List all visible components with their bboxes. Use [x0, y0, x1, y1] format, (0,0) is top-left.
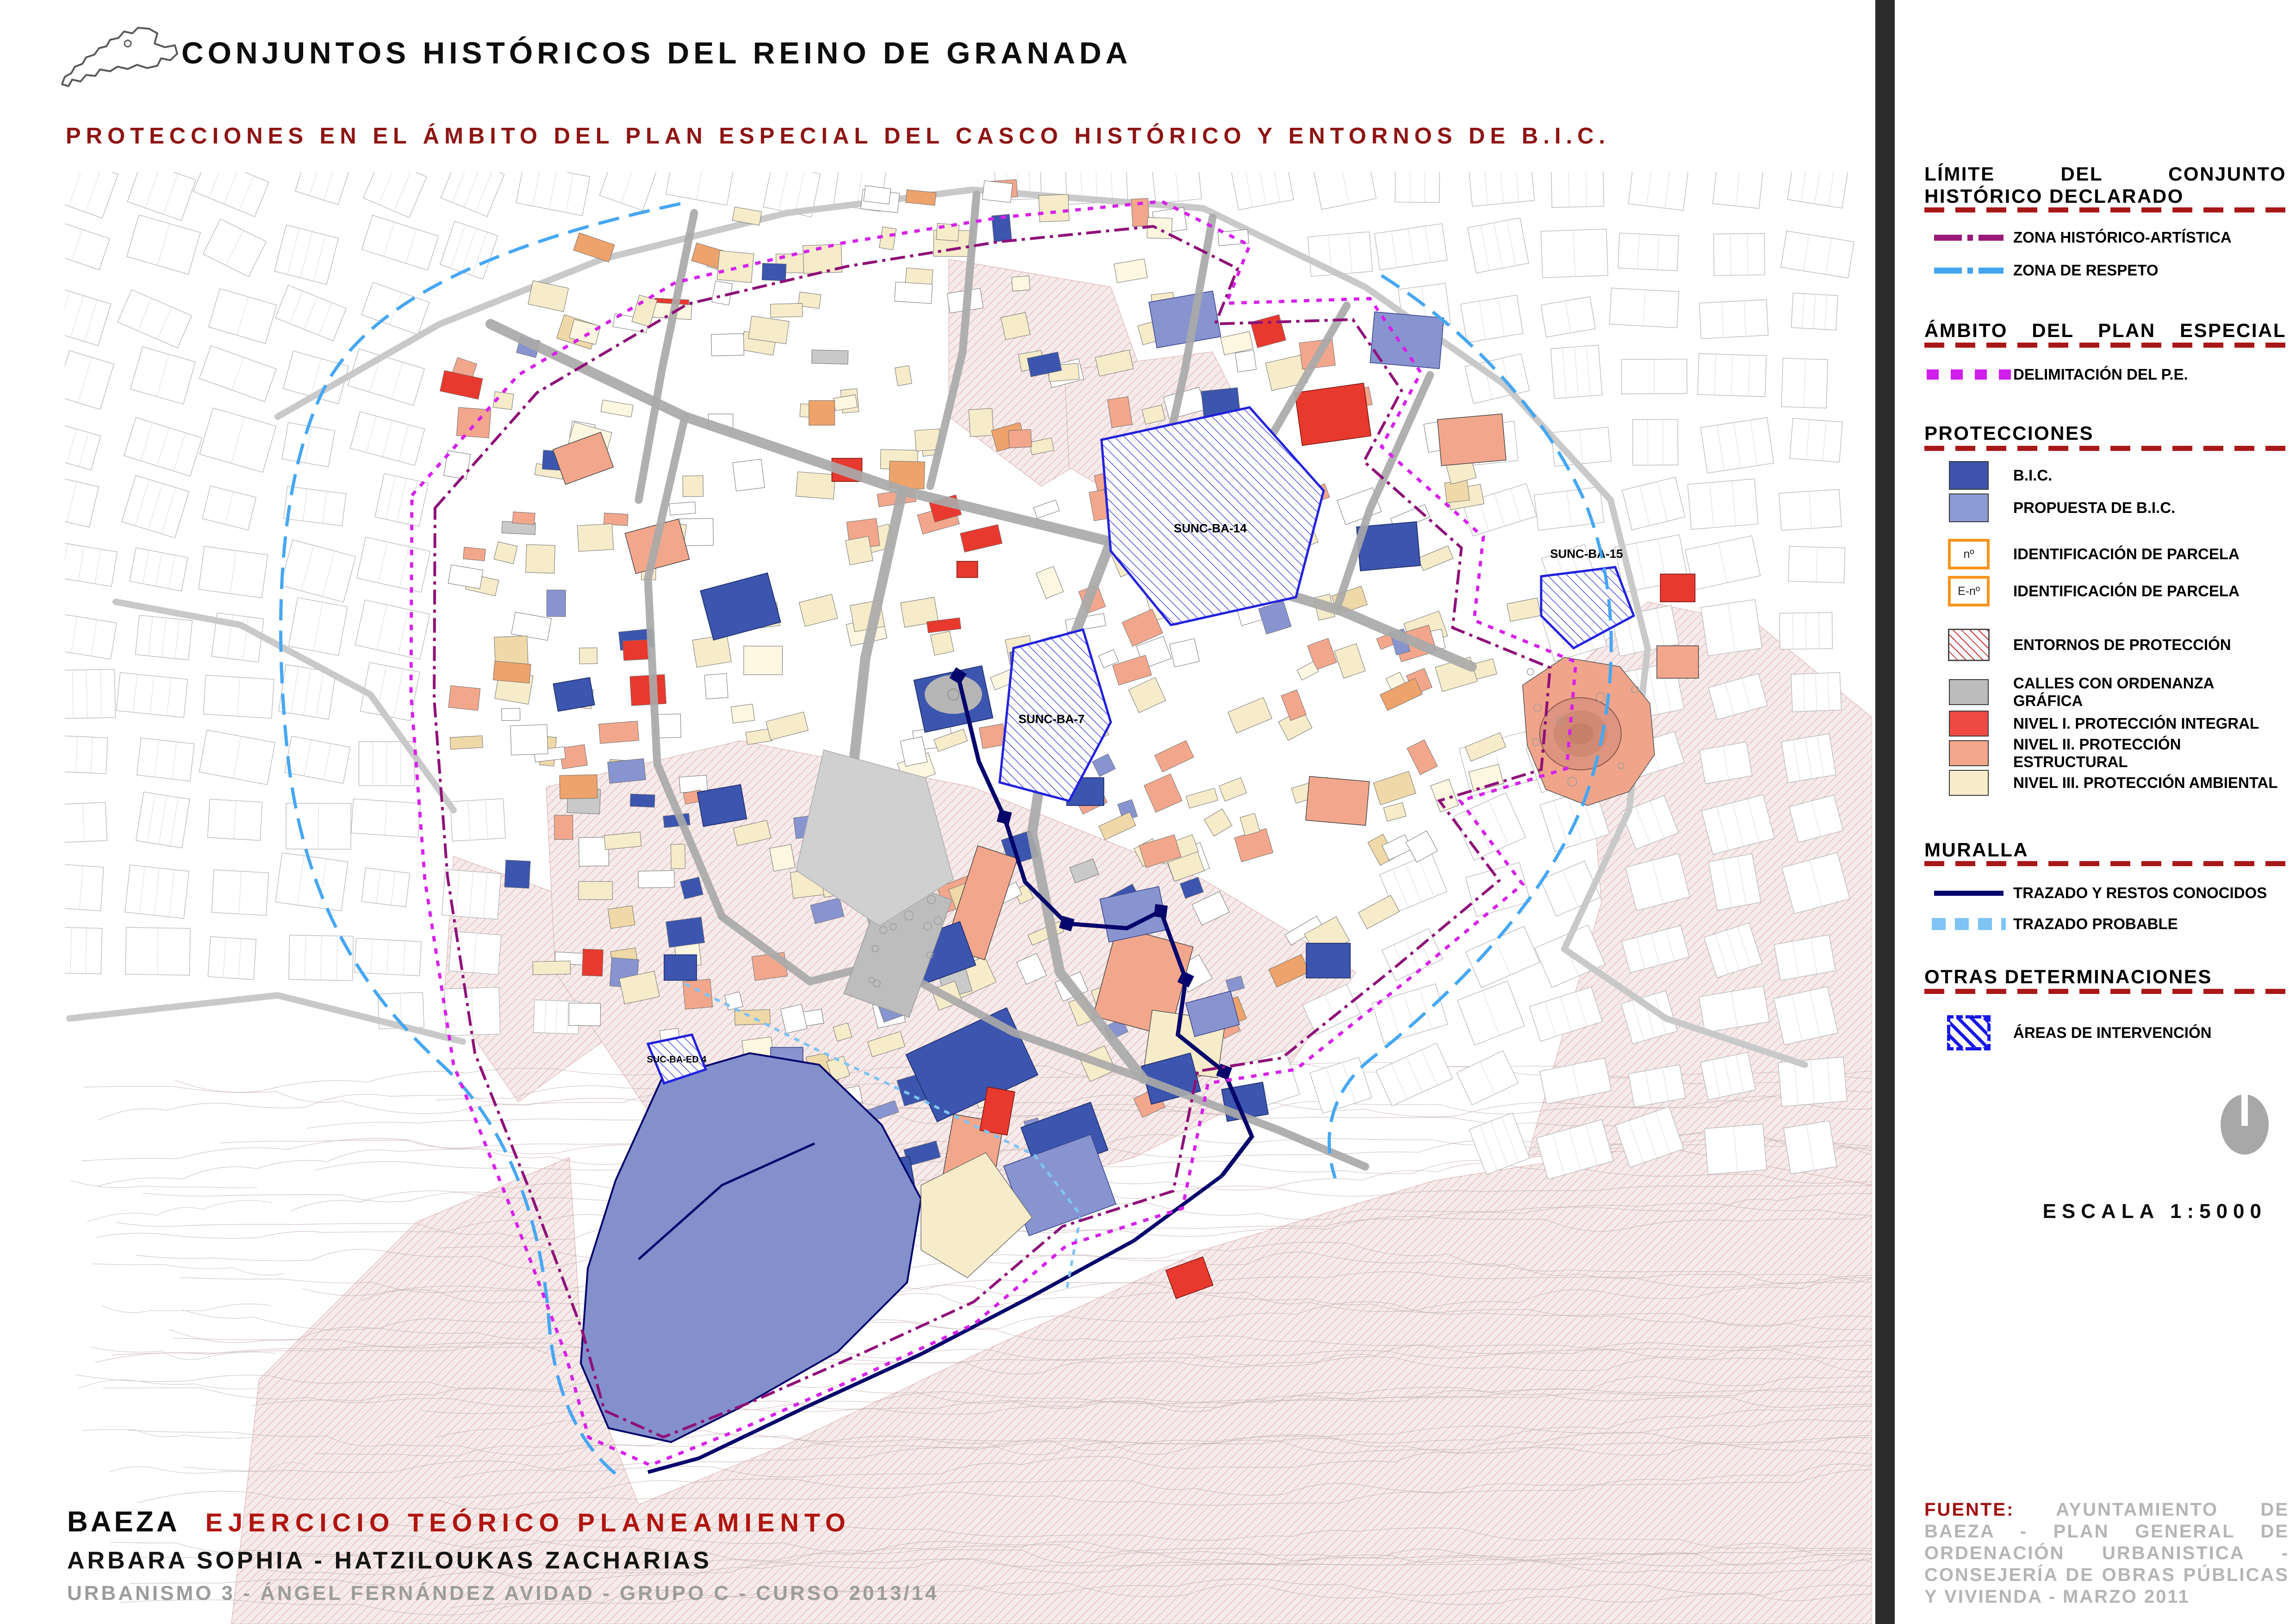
legend-item-delimitacion-pe: DELIMITACIÓN DEL P.E.	[1924, 358, 2286, 391]
page-title: CONJUNTOS HISTÓRICOS DEL REINO DE GRANAD…	[181, 36, 1132, 70]
legend-item-nivel2: NIVEL II. PROTECCIÓN ESTRUCTURAL	[1924, 736, 2286, 770]
north-arrow-icon	[2221, 1093, 2269, 1155]
credit-project: EJERCICIO TEÓRICO PLANEAMIENTO	[205, 1508, 851, 1537]
legend-item-bic: B.I.C.	[1924, 459, 2286, 492]
nivel3-swatch	[1949, 770, 1989, 796]
red-hatch-swatch	[1948, 629, 1990, 661]
map-area-label: SUNC-BA-14	[1174, 521, 1247, 535]
navy-line-swatch	[1934, 890, 2004, 896]
nivel1-swatch	[1949, 711, 1989, 737]
map-area-label: SUNC-BA-7	[1019, 712, 1085, 726]
legend-section-title-ambito: ÁMBITO DEL PLAN ESPECIAL	[1924, 319, 2286, 341]
source-prefix: FUENTE:	[1924, 1499, 2015, 1520]
dotted-line-magenta-swatch	[1927, 369, 2011, 380]
granada-kingdom-logo-icon	[61, 27, 178, 87]
section-rule	[1924, 207, 2286, 212]
lightblue-dash-swatch	[1932, 918, 2006, 930]
legend-item-areas-intervencion: ÁREAS DE INTERVENCIÓN	[1924, 1015, 2286, 1050]
parcel-id-box-e: E-nº	[1948, 576, 1990, 606]
section-rule	[1924, 861, 2286, 866]
dash-line-purple-swatch	[1934, 234, 2004, 241]
parcel-id-box: nº	[1948, 539, 1990, 569]
source-block: FUENTE: AYUNTAMIENTO DE BAEZA - PLAN GEN…	[1924, 1499, 2289, 1608]
baeza-plan-map: SUNC-BA-14 SUNC-BA-7 SUNC-BA-15 SUC-BA-ED 4	[65, 172, 1872, 1624]
legend-item-id-parcela-e: E-nº IDENTIFICACIÓN DE PARCELA	[1924, 575, 2286, 607]
propuesta-bic-swatch	[1949, 493, 1989, 522]
map-area-label: SUNC-BA-15	[1550, 547, 1623, 561]
dash-line-blue-swatch	[1934, 267, 2004, 274]
map-area-label: SUC-BA-ED 4	[647, 1055, 707, 1065]
credit-course: URBANISMO 3 - ÁNGEL FERNÁNDEZ AVIDAD - G…	[67, 1582, 939, 1605]
legend-item-calles: CALLES CON ORDENANZA GRÁFICA	[1924, 675, 2286, 709]
section-rule	[1924, 343, 2286, 348]
legend-section-title-limite: LÍMITE DEL CONJUNTO HISTÓRICO DECLARADO	[1924, 163, 2286, 207]
legend-section-title-muralla: MURALLA	[1924, 839, 2029, 861]
legend-item-trazado-probable: TRAZADO PROBABLE	[1924, 908, 2286, 940]
blue-hatch-swatch	[1947, 1015, 1991, 1050]
map-canvas: SUNC-BA-14 SUNC-BA-7 SUNC-BA-15 SUC-BA-ED 4	[65, 172, 1872, 1624]
divider-bar	[1875, 0, 1895, 1624]
page-subtitle: PROTECCIONES EN EL ÁMBITO DEL PLAN ESPEC…	[66, 124, 1611, 149]
legend-item-propuesta-bic: PROPUESTA DE B.I.C.	[1924, 492, 2286, 524]
scale-label: ESCALA 1:5000	[2042, 1200, 2267, 1223]
credit-authors: ARBARA SOPHIA - HATZILOUKAS ZACHARIAS	[67, 1547, 712, 1574]
legend-item-nivel3: NIVEL III. PROTECCIÓN AMBIENTAL	[1924, 767, 2286, 799]
bic-swatch	[1949, 461, 1989, 490]
legend-item-trazado-conocido: TRAZADO Y RESTOS CONOCIDOS	[1924, 877, 2286, 909]
source-text: AYUNTAMIENTO DE BAEZA - PLAN GENERAL DE …	[1924, 1499, 2289, 1607]
legend-item-id-parcela: nº IDENTIFICACIÓN DE PARCELA	[1924, 538, 2286, 570]
legend-item-nivel1: NIVEL I. PROTECCIÓN INTEGRAL	[1924, 707, 2286, 740]
legend-item-entornos: ENTORNOS DE PROTECCIÓN	[1924, 629, 2286, 661]
credit-city: BAEZA	[67, 1506, 180, 1538]
credits-block: BAEZA EJERCICIO TEÓRICO PLANEAMIENTO ARBA…	[67, 1505, 939, 1605]
nivel2-swatch	[1949, 740, 1989, 766]
legend-section-title-otras: OTRAS DETERMINACIONES	[1924, 966, 2212, 987]
legend-section-title-protecciones: PROTECCIONES	[1924, 422, 2094, 444]
section-rule	[1924, 989, 2286, 994]
legend-item-zona-respeto: ZONA DE RESPETO	[1924, 254, 2286, 287]
section-rule	[1924, 446, 2286, 451]
calles-swatch	[1949, 679, 1989, 705]
legend-item-zona-historico: ZONA HISTÓRICO-ARTÍSTICA	[1924, 221, 2286, 254]
